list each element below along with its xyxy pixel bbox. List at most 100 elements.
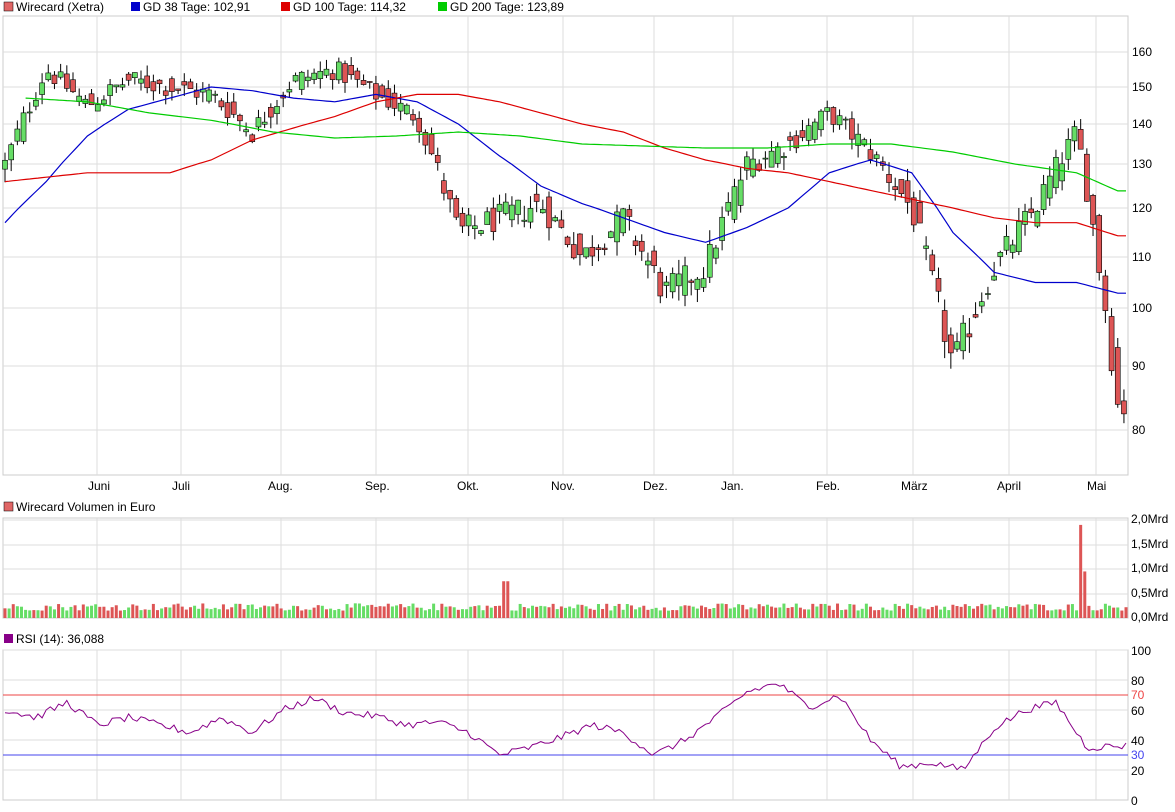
volume-bar bbox=[77, 610, 81, 618]
volume-bar bbox=[951, 604, 955, 618]
volume-bar bbox=[576, 604, 580, 618]
volume-bar bbox=[543, 606, 547, 618]
candle-up bbox=[261, 121, 268, 125]
volume-bar bbox=[634, 609, 638, 618]
candle-down bbox=[657, 271, 664, 297]
candle-up bbox=[861, 139, 868, 146]
candle-up bbox=[521, 219, 528, 222]
candle-up bbox=[509, 204, 515, 221]
volume-bar bbox=[193, 605, 197, 618]
volume-bar bbox=[724, 604, 728, 618]
volume-bar bbox=[1112, 607, 1116, 618]
rsi-title: RSI (14): 36,088 bbox=[16, 632, 104, 646]
volume-bar bbox=[353, 603, 357, 618]
volume-bar bbox=[564, 607, 567, 618]
volume-bar bbox=[836, 603, 840, 618]
volume-bar bbox=[275, 603, 279, 618]
candle-down bbox=[756, 163, 763, 171]
volume-bar bbox=[24, 609, 28, 618]
volume-bar bbox=[238, 603, 242, 618]
price-tick-150: 150 bbox=[1132, 80, 1152, 94]
candle-up bbox=[336, 61, 342, 81]
volume-bar bbox=[357, 603, 361, 618]
volume-bar bbox=[386, 603, 390, 618]
grid-lines bbox=[3, 16, 1128, 800]
volume-bar bbox=[32, 610, 36, 618]
volume-bar bbox=[213, 607, 217, 618]
month-nov: Nov. bbox=[551, 479, 575, 493]
candle-down bbox=[125, 73, 132, 81]
volume-bar bbox=[502, 581, 506, 618]
volume-bar bbox=[28, 610, 32, 618]
volume-bar bbox=[555, 609, 559, 618]
volume-bar bbox=[135, 605, 139, 618]
candle-up bbox=[750, 158, 756, 177]
candle-up bbox=[731, 186, 738, 220]
volume-bar bbox=[271, 606, 275, 618]
volume-bar bbox=[753, 608, 757, 618]
legend-swatch-wirecard bbox=[3, 1, 14, 12]
volume-bar bbox=[988, 604, 992, 618]
candle-up bbox=[255, 117, 262, 128]
candle-down bbox=[490, 207, 497, 233]
volume-bar bbox=[498, 605, 502, 618]
volume-bar bbox=[539, 605, 543, 618]
volume-bar bbox=[1054, 609, 1058, 618]
volume-bar bbox=[473, 606, 477, 618]
candle-down bbox=[187, 81, 194, 89]
volume-bar bbox=[535, 606, 539, 618]
volume-bar bbox=[683, 605, 687, 618]
volume-bar bbox=[481, 610, 485, 618]
volume-bar bbox=[197, 608, 201, 618]
price-y-axis: 160 150 140 130 120 110 100 90 80 bbox=[1132, 45, 1152, 437]
volume-bar bbox=[230, 607, 234, 618]
volume-bar bbox=[242, 609, 246, 618]
gd38-line bbox=[4, 86, 1126, 294]
volume-bar bbox=[118, 610, 122, 618]
volume-bar bbox=[7, 608, 11, 618]
candle-down bbox=[886, 174, 892, 183]
volume-bar bbox=[1083, 571, 1087, 618]
candle-up bbox=[997, 252, 1004, 257]
volume-bar bbox=[61, 607, 65, 618]
candle-down bbox=[391, 92, 398, 109]
volume-bar bbox=[90, 605, 94, 618]
volume-bar bbox=[588, 608, 592, 618]
candle-down bbox=[410, 114, 416, 121]
candle-down bbox=[546, 196, 552, 229]
volume-bar bbox=[172, 604, 176, 618]
volume-bar bbox=[147, 609, 151, 618]
volume-bar bbox=[312, 607, 316, 618]
volume-bar bbox=[885, 609, 889, 618]
volume-bar bbox=[638, 607, 642, 618]
candle-up bbox=[94, 104, 101, 112]
candle-down bbox=[224, 102, 231, 118]
price-tick-90: 90 bbox=[1132, 359, 1146, 373]
candle-down bbox=[441, 180, 447, 194]
volume-bar bbox=[819, 603, 823, 618]
moving-averages bbox=[4, 86, 1126, 294]
vol-tick-0: 0,0Mrd bbox=[1131, 610, 1168, 624]
month-jan: Jan. bbox=[721, 479, 744, 493]
candle-down bbox=[385, 88, 392, 108]
volume-bar bbox=[629, 605, 633, 618]
candle-down bbox=[558, 219, 565, 228]
volume-bar bbox=[1099, 609, 1103, 618]
volume-bar bbox=[333, 610, 337, 618]
volume-bar bbox=[691, 606, 695, 618]
candle-down bbox=[533, 193, 540, 202]
volume-bar bbox=[700, 605, 704, 618]
candle-up bbox=[1003, 236, 1010, 251]
candle-up bbox=[774, 146, 781, 164]
volume-bar bbox=[444, 606, 448, 618]
candle-up bbox=[323, 68, 330, 76]
volume-bar bbox=[667, 610, 671, 618]
volume-bar bbox=[399, 604, 403, 618]
volume-bar bbox=[65, 610, 69, 618]
volume-bar bbox=[349, 607, 353, 618]
volume-bar bbox=[889, 610, 893, 618]
candle-up bbox=[1065, 139, 1072, 160]
price-tick-100: 100 bbox=[1132, 301, 1152, 315]
candle-down bbox=[373, 83, 379, 100]
volume-bar bbox=[1070, 604, 1074, 618]
